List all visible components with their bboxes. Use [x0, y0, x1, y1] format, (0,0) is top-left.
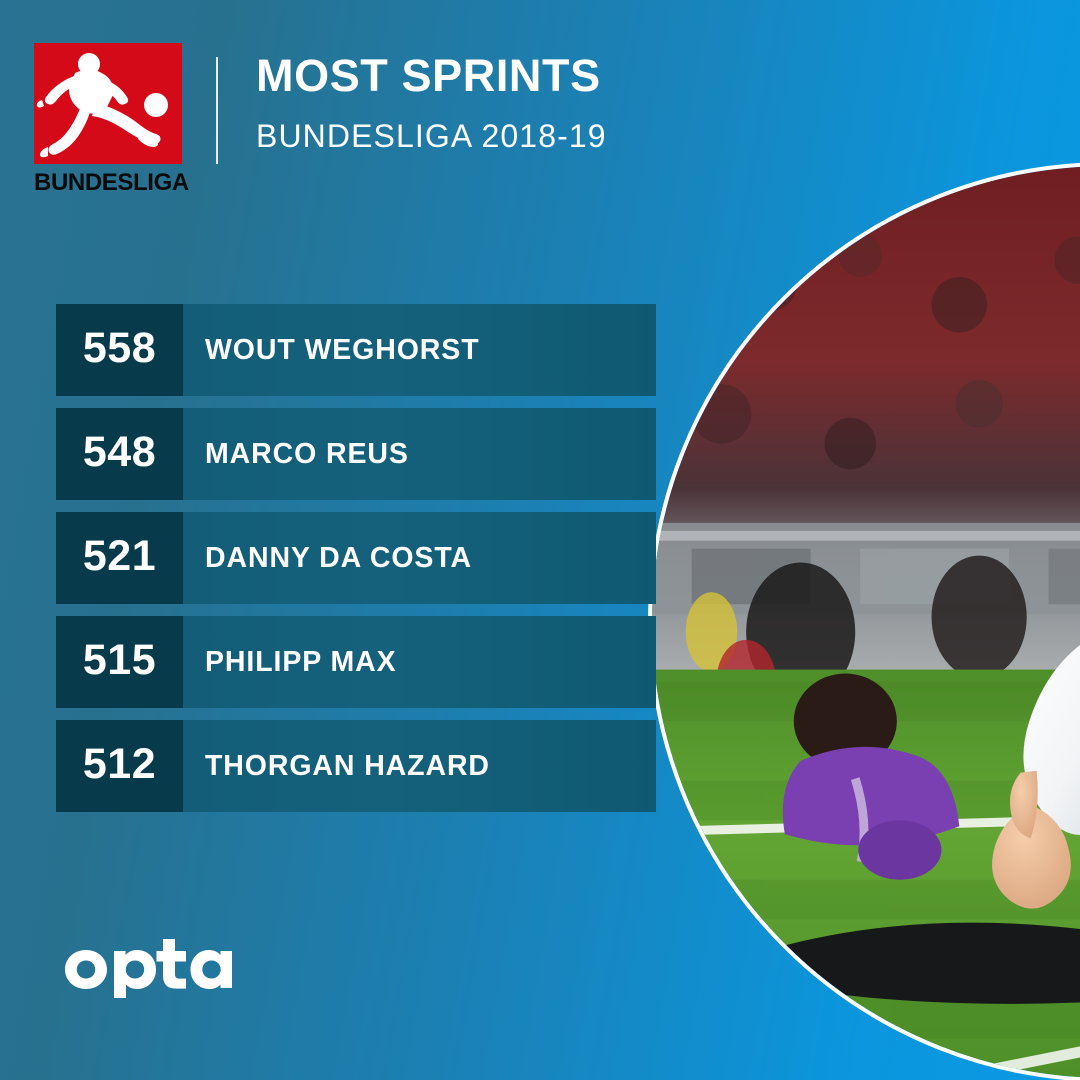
- bundesliga-wordmark: BUNDESLIGA: [34, 169, 189, 196]
- player-photo-circle: W: [648, 162, 1080, 1080]
- page-subtitle: BUNDESLIGA 2018-19: [256, 118, 607, 154]
- opta-logo: [62, 936, 252, 998]
- row-name: MARCO REUS: [205, 437, 409, 470]
- header-text: MOST SPRINTS BUNDESLIGA 2018-19: [256, 53, 607, 152]
- page-title: MOST SPRINTS: [256, 50, 601, 101]
- bundesliga-player-icon: [34, 43, 182, 164]
- table-row: 558 WOUT WEGHORST: [56, 304, 656, 396]
- row-value: 515: [56, 616, 183, 708]
- row-value: 548: [56, 408, 183, 500]
- row-value: 521: [56, 512, 183, 604]
- header: BUNDESLIGA MOST SPRINTS BUNDESLIGA 2018-…: [34, 43, 654, 213]
- row-name: WOUT WEGHORST: [205, 333, 480, 366]
- table-row: 548 MARCO REUS: [56, 408, 656, 500]
- row-name: THORGAN HAZARD: [205, 749, 490, 782]
- row-value: 512: [56, 720, 183, 812]
- table-row: 521 DANNY DA COSTA: [56, 512, 656, 604]
- ranking-list: 558 WOUT WEGHORST 548 MARCO REUS 521 DAN…: [56, 304, 656, 824]
- table-row: 515 PHILIPP MAX: [56, 616, 656, 708]
- row-name: PHILIPP MAX: [205, 645, 397, 678]
- player-photo: W: [652, 166, 1080, 1078]
- row-value: 558: [56, 304, 183, 396]
- header-divider: [216, 57, 218, 164]
- bundesliga-logo: BUNDESLIGA: [34, 43, 189, 196]
- row-name: DANNY DA COSTA: [205, 541, 472, 574]
- table-row: 512 THORGAN HAZARD: [56, 720, 656, 812]
